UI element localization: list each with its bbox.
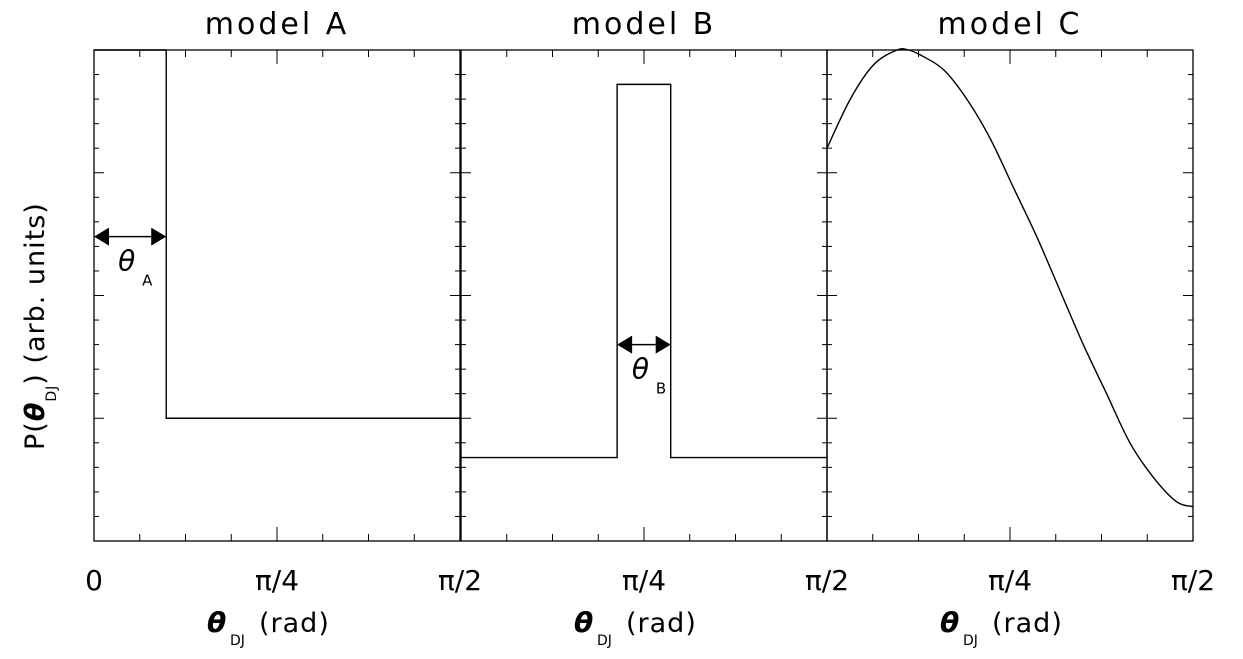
series-line-1 [94, 49, 460, 419]
width-arrow-left-head [94, 227, 109, 246]
x-tick-label: π/2 [805, 564, 849, 597]
x-tick-label: π/4 [988, 564, 1032, 597]
panel-frame-1 [93, 49, 461, 542]
panel-title: model A [205, 7, 349, 42]
axis-ticks [93, 50, 1194, 541]
annotation-theta: θ [118, 245, 135, 278]
width-arrow-left-head [617, 335, 633, 354]
width-markers [94, 227, 671, 354]
panel-frames [93, 49, 1194, 542]
panel-title: model C [938, 7, 1083, 42]
y-axis-label-part: θ [20, 402, 51, 422]
x-tick-label: π/2 [1171, 564, 1215, 597]
annotation-subscript: A [142, 272, 153, 290]
x-axis-unit: (rad) [259, 608, 330, 639]
x-tick-label: 0 [85, 564, 103, 597]
x-tick-label: π/2 [438, 564, 482, 597]
y-axis-label-part: ) (arb. units) [20, 202, 51, 385]
width-arrow-right-head [151, 227, 167, 246]
x-axis-subscript: DJ [230, 633, 245, 649]
x-axis-subscript: DJ [963, 633, 978, 649]
x-axis-subscript: DJ [597, 633, 612, 649]
x-axis-theta: θ [940, 606, 959, 639]
x-axis-unit: (rad) [626, 608, 697, 639]
series-line-3 [826, 48, 1194, 508]
x-tick-label: π/4 [622, 564, 666, 597]
y-axis-label: P(θDJ) (arb. units) [20, 202, 60, 450]
panel-frame-2 [460, 49, 828, 542]
y-axis-label-part: DJ [44, 385, 60, 402]
y-axis-label-text: P(θDJ) (arb. units) [20, 202, 60, 450]
width-arrow-right-head [655, 335, 671, 354]
panel-frame-3 [826, 49, 1194, 542]
panel-title: model B [572, 7, 717, 42]
series-line-2 [461, 83, 827, 459]
x-axis-theta: θ [207, 606, 226, 639]
annotation-subscript: B [656, 380, 666, 398]
annotation-theta: θ [632, 353, 649, 386]
x-axis-theta: θ [574, 606, 593, 639]
y-axis-label-part: P( [20, 421, 51, 450]
x-tick-label: π/4 [255, 564, 299, 597]
data-curves [94, 48, 1194, 508]
x-axis-unit: (rad) [992, 608, 1063, 639]
